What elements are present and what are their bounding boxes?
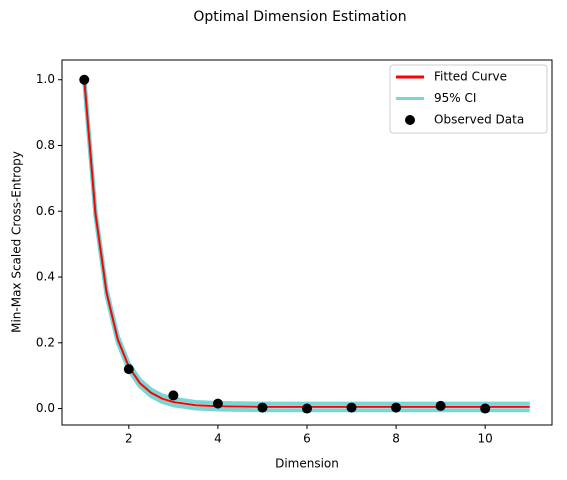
y-tick-label: 0.0 [36, 401, 55, 415]
x-tick-label: 6 [303, 432, 311, 446]
x-axis-label: Dimension [275, 457, 339, 471]
chart-title: Optimal Dimension Estimation [193, 9, 406, 25]
plot-frame [61, 59, 553, 426]
y-tick-label: 0.6 [36, 204, 55, 218]
legend-label: 95% CI [434, 91, 476, 105]
legend-marker [405, 115, 415, 125]
fitted-line [83, 79, 530, 408]
data-point [480, 403, 491, 414]
legend-label: Fitted Curve [434, 70, 507, 84]
data-point [435, 400, 446, 411]
y-axis-label: Min-Max Scaled Cross-Entropy [10, 151, 24, 333]
x-tick-label: 2 [125, 432, 133, 446]
data-point [346, 402, 357, 413]
x-tick-label: 4 [214, 432, 222, 446]
data-point [123, 364, 134, 375]
data-point [212, 398, 223, 409]
y-tick-label: 0.4 [36, 270, 55, 284]
data-point [168, 390, 179, 401]
data-point [257, 402, 268, 413]
x-tick-label: 10 [478, 432, 493, 446]
data-point [79, 74, 90, 85]
legend-box [389, 64, 548, 134]
y-tick-label: 0.8 [36, 138, 55, 152]
x-tick-label: 8 [392, 432, 400, 446]
data-point [302, 403, 312, 414]
y-tick-label: 1.0 [36, 72, 55, 86]
data-point [391, 402, 402, 413]
legend-label: Observed Data [434, 113, 524, 127]
y-tick-label: 0.2 [36, 335, 55, 349]
